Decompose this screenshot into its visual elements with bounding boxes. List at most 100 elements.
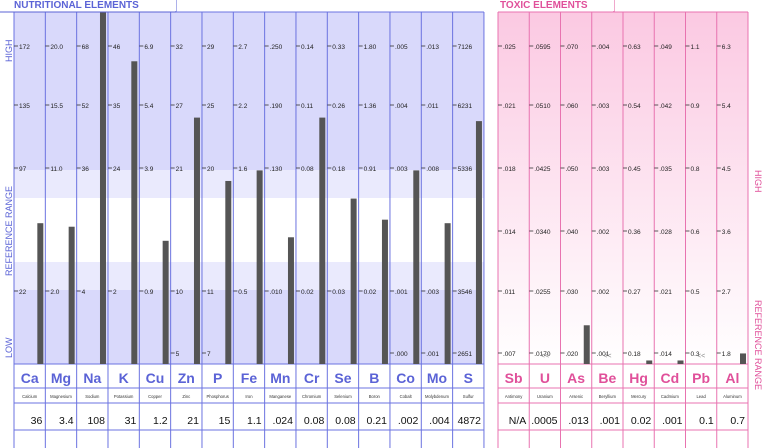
bar-mg <box>68 226 75 364</box>
tick-label: .003 <box>597 103 610 110</box>
bar-s <box>475 121 482 365</box>
tick-label: .010 <box>270 289 283 296</box>
element-name: Sodium <box>85 394 100 399</box>
element-name: Copper <box>148 394 162 399</box>
element-name: Sulfur <box>463 394 475 399</box>
tick-label: 35 <box>113 103 121 110</box>
tick-label: .004 <box>395 103 408 110</box>
tick-label: 29 <box>207 44 215 51</box>
element-symbol: P <box>213 370 222 386</box>
element-name: Magnesium <box>50 394 72 399</box>
element-name: Selenium <box>334 394 352 399</box>
tick-label: 0.18 <box>628 351 641 358</box>
tick-label: 0.26 <box>332 103 345 110</box>
result-value: 0.1 <box>699 415 714 427</box>
tick-label: 21 <box>176 166 184 173</box>
element-name: Uranium <box>537 394 553 399</box>
toxic-panel: .025 .021 .018 .014 .011 .007 Sb Antimony N/A .05… <box>497 0 763 448</box>
element-symbol: Cr <box>304 370 320 386</box>
tick-label: 20 <box>207 166 215 173</box>
element-symbol: Cu <box>146 370 165 386</box>
element-symbol: Mg <box>51 370 71 386</box>
element-name: Cobalt <box>400 394 413 399</box>
toxic-axis-label-reference-range: REFERENCE RANGE <box>753 300 763 390</box>
element-name: Boron <box>369 394 381 399</box>
tick-label: .005 <box>395 44 408 51</box>
tick-label: 3.9 <box>144 166 153 173</box>
result-value: 21 <box>187 415 199 427</box>
element-name: Iron <box>245 394 253 399</box>
tick-label: 2 <box>113 289 117 296</box>
tick-label: 22 <box>19 289 27 296</box>
bar-b <box>381 219 388 364</box>
tick-label: 0.11 <box>301 103 314 110</box>
tick-label: .014 <box>659 351 672 358</box>
tick-label: 0.02 <box>364 289 377 296</box>
tick-label: 4.5 <box>722 166 731 173</box>
result-value: N/A <box>509 415 527 427</box>
tick-label: 68 <box>82 44 90 51</box>
tick-label: 6.9 <box>144 44 153 51</box>
bar-cu <box>162 240 169 364</box>
bar-fe <box>256 170 263 364</box>
tick-label: 10 <box>176 289 184 296</box>
tick-label: .070 <box>566 44 579 51</box>
tick-label: 97 <box>19 166 27 173</box>
tick-label: .013 <box>426 44 439 51</box>
tick-label: 46 <box>113 44 121 51</box>
result-value: 0.08 <box>304 415 325 427</box>
result-value: 15 <box>219 415 231 427</box>
tick-label: .035 <box>659 166 672 173</box>
element-name: Calcium <box>22 394 38 399</box>
tick-label: .130 <box>270 166 283 173</box>
tick-label: 2.2 <box>238 103 247 110</box>
bar-na <box>99 12 106 364</box>
tick-label: 2.7 <box>722 289 731 296</box>
tick-label: 5.4 <box>144 103 153 110</box>
result-value: 108 <box>87 415 105 427</box>
nutritional-lower-band <box>14 262 484 290</box>
tick-label: .060 <box>566 103 579 110</box>
tick-label: .250 <box>270 44 283 51</box>
result-value: 0.08 <box>335 415 356 427</box>
tick-label: 1.36 <box>364 103 377 110</box>
element-symbol: Sb <box>505 370 523 386</box>
nutritional-table-area <box>14 364 484 448</box>
bar-p <box>225 180 232 364</box>
tick-label: 0.9 <box>691 103 700 110</box>
tick-label: .008 <box>426 166 439 173</box>
result-value: 0.21 <box>367 415 388 427</box>
axis-label-reference-range: REFERENCE RANGE <box>4 186 14 276</box>
bar-cd <box>677 360 684 364</box>
bar-se <box>350 198 357 364</box>
tick-label: 1.80 <box>364 44 377 51</box>
result-value: 3.4 <box>59 415 74 427</box>
tick-label: .003 <box>395 166 408 173</box>
element-symbol: Hg <box>629 370 648 386</box>
element-symbol: B <box>369 370 379 386</box>
toxic-title-mask <box>498 0 614 11</box>
nutritional-low-zone <box>14 290 484 364</box>
tick-label: .030 <box>566 289 579 296</box>
element-name: Antimony <box>505 394 523 399</box>
tick-label: .0510 <box>534 103 551 110</box>
element-symbol: Se <box>334 370 351 386</box>
bar-co <box>413 170 420 364</box>
tick-label: 24 <box>113 166 121 173</box>
element-symbol: K <box>119 370 129 386</box>
result-value: 0.02 <box>631 415 652 427</box>
tick-label: 0.08 <box>301 166 314 173</box>
element-symbol: Fe <box>241 370 258 386</box>
result-value: 1.2 <box>153 415 168 427</box>
bar-hg <box>646 360 653 364</box>
element-name: Potassium <box>114 394 134 399</box>
result-value: .013 <box>568 415 589 427</box>
bar-mo <box>444 223 451 364</box>
tick-label: 32 <box>176 44 184 51</box>
tick-label: .003 <box>597 166 610 173</box>
nutritional-upper-band <box>14 170 484 198</box>
nutritional-reference-band <box>14 198 484 262</box>
element-symbol: Ca <box>21 370 39 386</box>
tick-label: 172 <box>19 44 30 51</box>
